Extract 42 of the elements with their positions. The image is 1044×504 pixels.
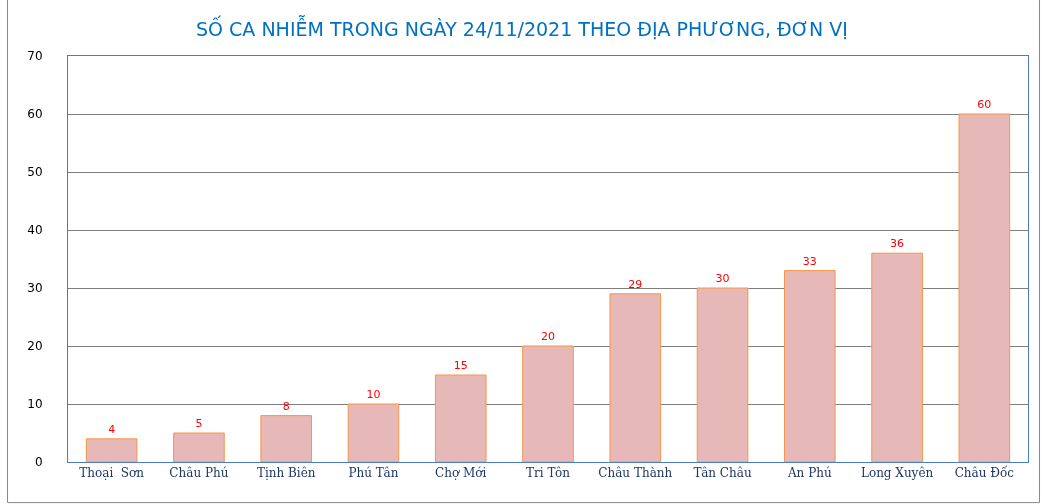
bar: [522, 345, 574, 462]
bar: [696, 287, 749, 462]
data-label: 30: [715, 272, 730, 285]
data-label: 10: [366, 388, 381, 401]
bar: [958, 113, 1011, 462]
x-tick-label: Phú Tân: [348, 466, 399, 481]
x-tick-label: An Phú: [786, 466, 832, 481]
y-tick-label: 70: [27, 49, 43, 64]
y-tick-label: 10: [27, 397, 43, 412]
x-tick-label: Châu Phú: [169, 466, 229, 481]
bar: [871, 252, 923, 462]
x-tick-label: Tri Tôn: [526, 466, 571, 481]
x-tick-label: Long Xuyên: [860, 466, 934, 481]
bar: [434, 374, 487, 462]
y-tick-label: 0: [34, 455, 43, 470]
data-label: 8: [282, 399, 290, 413]
data-label: 29: [628, 277, 643, 291]
data-label: 33: [802, 254, 817, 268]
x-tick-label: Tân Châu: [693, 466, 752, 481]
data-label: 15: [453, 359, 468, 372]
bar: [173, 432, 225, 462]
bar: [85, 438, 138, 462]
y-tick-label: 20: [27, 339, 43, 354]
data-label: 20: [541, 330, 555, 343]
y-tick-label: 60: [27, 107, 43, 122]
x-tick-label: Tịnh Biên: [256, 466, 316, 481]
x-tick-label: Châu Thành: [598, 466, 673, 481]
y-tick-label: 50: [27, 165, 43, 180]
x-tick-label: Thoại Sơn: [79, 466, 145, 481]
x-tick-label: Chợ Mới: [435, 466, 487, 481]
data-label: 60: [977, 98, 992, 111]
bar: [784, 270, 836, 462]
data-label: 4: [108, 422, 116, 436]
y-tick-label: 40: [27, 223, 43, 238]
bar: [609, 293, 662, 462]
y-tick-label: 30: [27, 281, 43, 296]
chart-title: SỐ CA NHIỄM TRONG NGÀY 24/11/2021 THEO ĐỊA PHƯƠNG, ĐƠN VỊ: [196, 14, 848, 40]
x-tick-label: Châu Đốc: [954, 465, 1015, 481]
data-label: 5: [195, 417, 203, 430]
bar: [347, 403, 400, 462]
data-label: 36: [890, 237, 905, 251]
bar: [260, 415, 312, 462]
